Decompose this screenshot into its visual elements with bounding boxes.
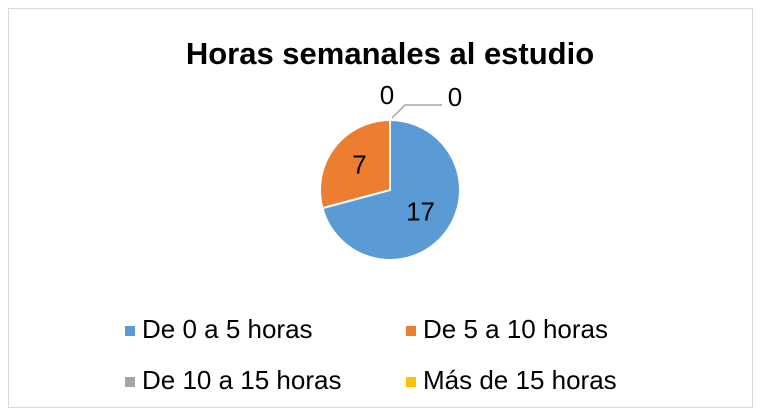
legend-label: De 10 a 15 horas [142,365,341,395]
legend-label: Más de 15 horas [423,365,617,395]
pie-slice [321,118,461,261]
data-label: 17 [406,196,435,226]
data-label: 0 [380,80,394,110]
legend-marker [406,326,416,336]
legend-label: De 5 a 10 horas [423,314,608,344]
pie-slice [319,118,391,210]
legend-marker [125,326,135,336]
data-label: 0 [448,82,462,112]
leader-line [391,104,442,119]
data-label: 7 [352,149,366,179]
chart-title: Horas semanales al estudio [186,36,594,71]
legend-marker [406,377,416,387]
legend-marker [125,377,135,387]
legend-label: De 0 a 5 horas [142,314,313,344]
